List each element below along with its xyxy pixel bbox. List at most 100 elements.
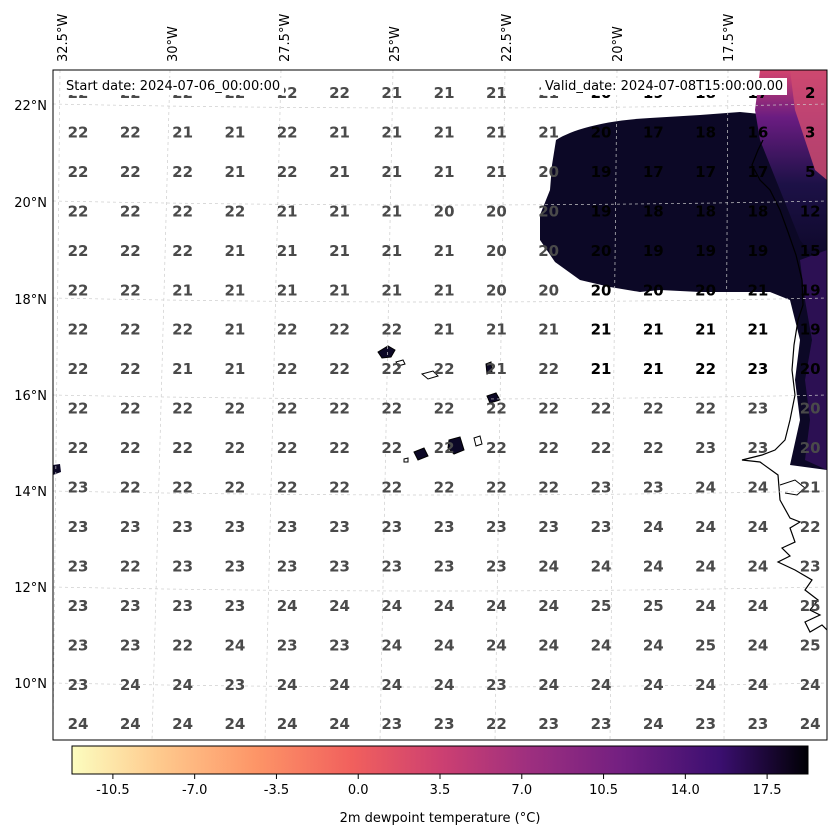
grid-value: 24 [538,676,559,694]
grid-value: 22 [381,321,402,339]
grid-value: 22 [381,439,402,457]
grid-value: 24 [277,676,298,694]
grid-value: 22 [329,479,350,497]
grid-value: 24 [172,715,193,733]
grid-value: 24 [224,715,245,733]
graticule [53,70,827,740]
grid-value: 24 [591,557,612,575]
grid-value: 22 [381,360,402,378]
grid-value: 22 [172,321,193,339]
grid-value: 17 [643,163,664,181]
grid-value: 18 [643,202,664,220]
grid-value: 21 [381,84,402,102]
grid-value: 22 [68,123,89,141]
grid-value: 23 [120,597,141,615]
grid-value: 23 [224,557,245,575]
grid-value: 22 [277,360,298,378]
grid-value: 22 [329,321,350,339]
grid-value: 22 [224,479,245,497]
grid-value: 23 [747,400,768,418]
grid-value: 23 [434,557,455,575]
grid-value: 22 [329,84,350,102]
grid-value: 21 [486,163,507,181]
grid-value: 24 [643,518,664,536]
grid-value: 22 [695,360,716,378]
grid-value: 22 [329,439,350,457]
grid-value: 20 [538,202,559,220]
grid-value: 12 [800,202,821,220]
grid-value: 19 [695,242,716,260]
grid-value: 24 [747,479,768,497]
grid-value: 19 [747,242,768,260]
grid-value: 23 [591,518,612,536]
grid-value: 3 [805,123,815,141]
grid-value: 24 [486,636,507,654]
map-frame [52,69,828,741]
grid-value: 20 [538,242,559,260]
grid-value: 24 [591,636,612,654]
grid-value: 21 [486,123,507,141]
grid-value: 22 [68,439,89,457]
valid-date-label: Valid_date: 2024-07-08T15:00:00.00 [541,78,788,95]
longitude-labels: 32.5°W 30°W 27.5°W 25°W 22.5°W 20°W 17.5… [56,14,737,62]
grid-value: 24 [434,636,455,654]
grid-value: 22 [486,715,507,733]
grid-value: 24 [68,715,89,733]
grid-value: 18 [695,202,716,220]
grid-value: 23 [329,636,350,654]
lat-label-16n: 16°N [14,389,47,404]
grid-value: 23 [747,715,768,733]
grid-value: 22 [643,439,664,457]
colorbar-tick-label: -7.0 [182,783,207,798]
grid-value: 23 [172,518,193,536]
grid-value: 19 [800,281,821,299]
grid-value: 23 [172,557,193,575]
grid-value: 22 [172,242,193,260]
grid-value: 22 [538,439,559,457]
grid-value: 22 [329,400,350,418]
grid-value: 21 [329,202,350,220]
grid-value: 22 [277,400,298,418]
grid-value: 22 [434,400,455,418]
grid-values: 2222222222222121212120191817222222121222… [68,84,821,733]
grid-value: 24 [434,597,455,615]
grid-value: 23 [68,676,89,694]
grid-value: 22 [538,400,559,418]
grid-value: 23 [224,597,245,615]
grid-value: 22 [486,400,507,418]
grid-value: 23 [695,715,716,733]
grid-value: 21 [224,123,245,141]
grid-value: 24 [224,636,245,654]
grid-value: 25 [591,597,612,615]
colorbar-tick-label: 7.0 [511,783,532,798]
grid-value: 21 [172,360,193,378]
colorbar-tick-label: 0.0 [348,783,369,798]
grid-value: 21 [277,242,298,260]
grid-value: 21 [329,123,350,141]
grid-value: 22 [120,360,141,378]
grid-value: 23 [381,518,402,536]
grid-value: 20 [591,123,612,141]
grid-value: 24 [486,597,507,615]
grid-value: 19 [591,202,612,220]
grid-value: 24 [747,557,768,575]
grid-value: 24 [172,676,193,694]
grid-value: 25 [800,636,821,654]
grid-value: 22 [172,479,193,497]
grid-value: 21 [329,163,350,181]
grid-value: 22 [224,439,245,457]
grid-value: 25 [800,597,821,615]
grid-value: 21 [434,123,455,141]
grid-value: 21 [381,202,402,220]
grid-value: 21 [224,321,245,339]
grid-value: 24 [538,597,559,615]
grid-value: 22 [68,202,89,220]
grid-value: 24 [329,676,350,694]
coastal-purple-band [800,250,827,470]
grid-value: 22 [277,163,298,181]
grid-value: 22 [381,400,402,418]
grid-value: 22 [120,321,141,339]
dry-air-core [790,70,827,180]
grid-value: 23 [591,715,612,733]
